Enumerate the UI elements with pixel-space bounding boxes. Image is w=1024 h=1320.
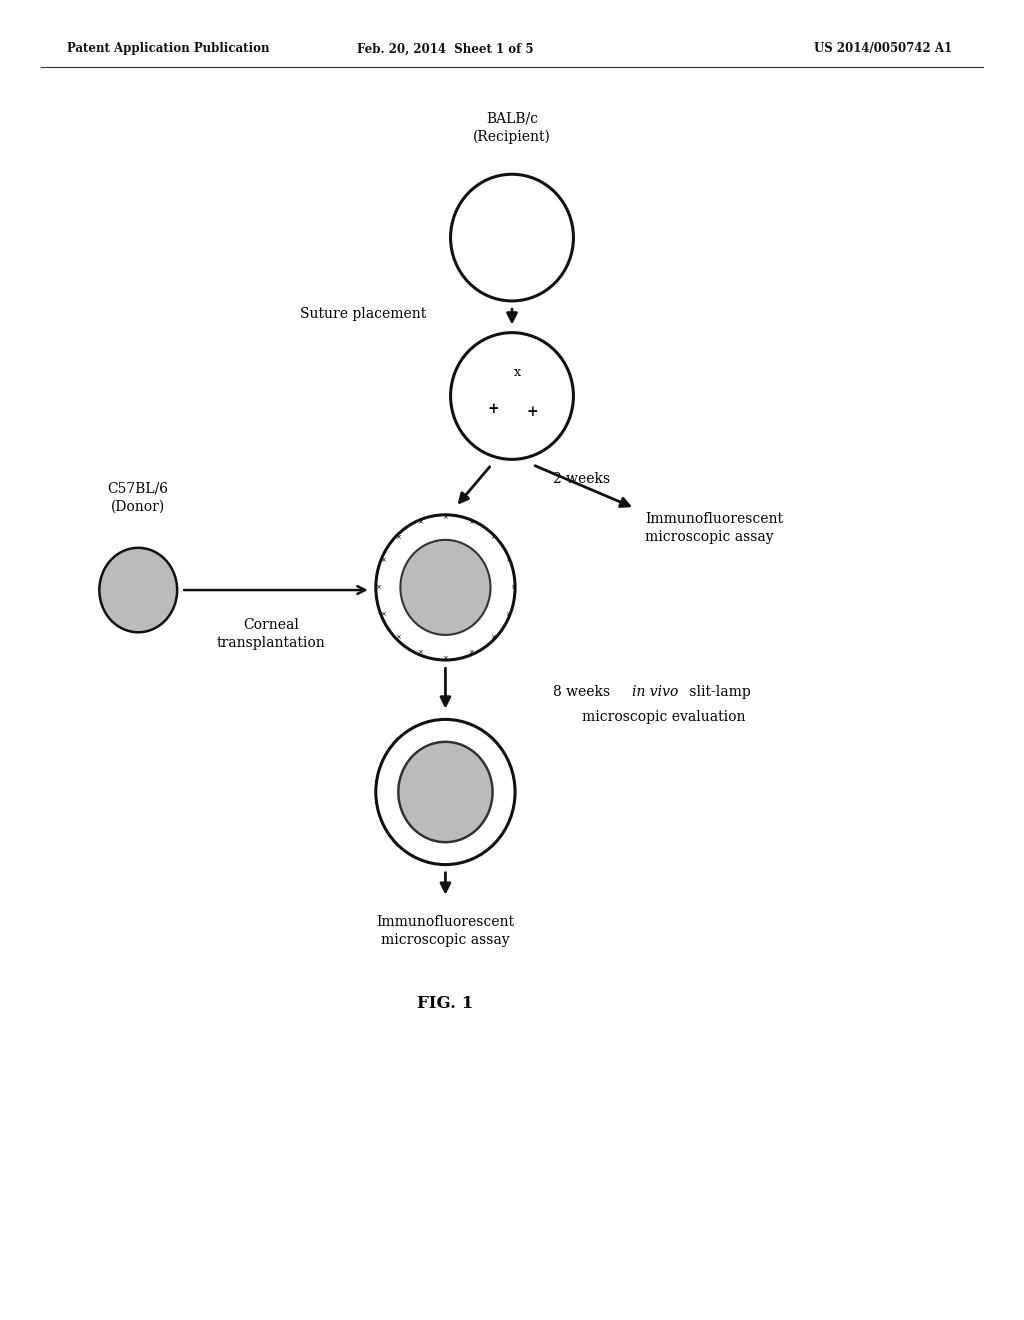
Text: ×: × [505,557,511,564]
Text: Feb. 20, 2014  Sheet 1 of 5: Feb. 20, 2014 Sheet 1 of 5 [357,42,534,55]
Ellipse shape [398,742,493,842]
Text: FIG. 1: FIG. 1 [418,995,473,1011]
Ellipse shape [451,174,573,301]
Text: ×: × [505,611,511,618]
Text: ×: × [380,557,386,564]
Text: ×: × [394,535,400,540]
Text: slit-lamp: slit-lamp [685,685,751,698]
Text: ×: × [442,655,449,661]
Text: Suture placement: Suture placement [300,308,427,321]
Ellipse shape [376,515,515,660]
Text: ×: × [380,611,386,618]
Text: +: + [487,403,500,416]
Text: +: + [526,405,539,418]
Text: ×: × [468,519,474,525]
Text: ×: × [394,635,400,640]
Text: BALB/c
(Recipient): BALB/c (Recipient) [473,112,551,144]
Ellipse shape [400,540,490,635]
Text: x: x [514,366,520,379]
Text: ×: × [417,519,423,525]
Text: Immunofluorescent
microscopic assay: Immunofluorescent microscopic assay [645,512,783,544]
Text: ×: × [417,649,423,656]
Ellipse shape [99,548,177,632]
Text: ×: × [510,585,516,590]
Text: ×: × [490,535,497,540]
Text: Patent Application Publication: Patent Application Publication [67,42,269,55]
Text: ×: × [490,635,497,640]
Text: ×: × [468,649,474,656]
Text: Immunofluorescent
microscopic assay: Immunofluorescent microscopic assay [377,915,514,946]
Text: 8 weeks: 8 weeks [553,685,614,698]
Text: 2 weeks: 2 weeks [553,473,610,486]
Text: Corneal
transplantation: Corneal transplantation [217,618,326,649]
Text: US 2014/0050742 A1: US 2014/0050742 A1 [814,42,952,55]
Text: ×: × [442,513,449,520]
Ellipse shape [451,333,573,459]
Text: ×: × [375,585,381,590]
Text: microscopic evaluation: microscopic evaluation [582,710,745,723]
Text: C57BL/6
(Donor): C57BL/6 (Donor) [108,482,169,513]
Text: in vivo: in vivo [632,685,678,698]
Ellipse shape [376,719,515,865]
